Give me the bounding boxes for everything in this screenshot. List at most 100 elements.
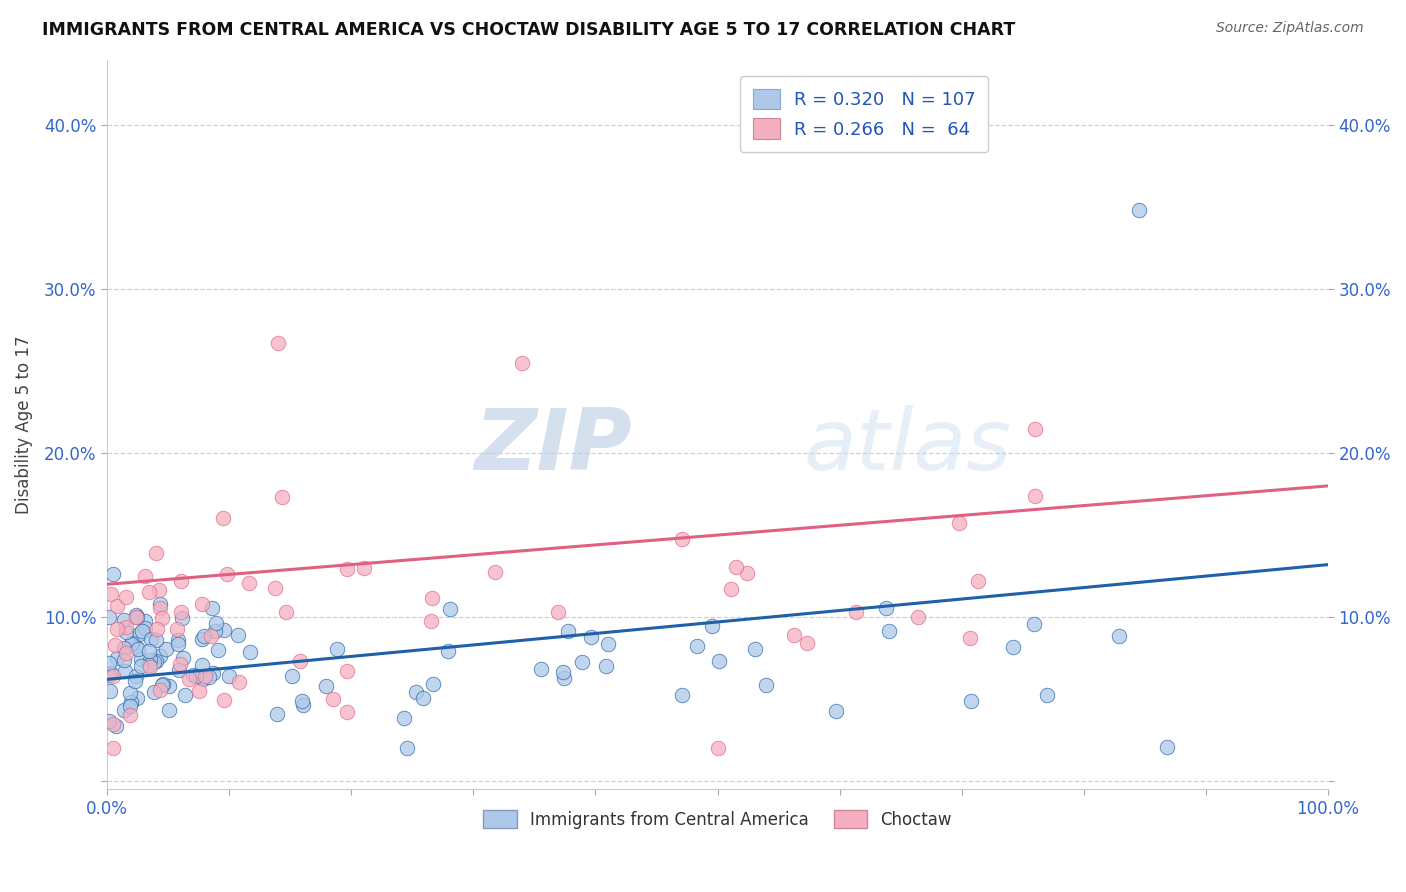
Point: [179, 672, 201, 686]
Point: [353, 560, 375, 574]
Point: [547, 605, 569, 619]
Point: [193, 629, 215, 643]
Point: [125, 610, 148, 624]
Point: [114, 664, 136, 678]
Point: [436, 643, 458, 657]
Point: [105, 599, 128, 613]
Point: [686, 639, 709, 653]
Point: [125, 607, 148, 622]
Point: [959, 631, 981, 645]
Point: [157, 679, 180, 693]
Point: [875, 601, 897, 615]
Point: [238, 576, 260, 591]
Point: [557, 624, 579, 638]
Point: [315, 679, 337, 693]
Point: [127, 642, 149, 657]
Point: [1022, 617, 1045, 632]
Point: [125, 669, 148, 683]
Point: [134, 621, 156, 635]
Point: [131, 624, 153, 638]
Point: [193, 669, 215, 683]
Point: [907, 610, 929, 624]
Point: [166, 633, 188, 648]
Point: [166, 622, 188, 636]
Point: [204, 624, 226, 639]
Point: [115, 624, 138, 639]
Point: [960, 694, 983, 708]
Point: [212, 511, 235, 525]
Point: [335, 705, 357, 719]
Point: [202, 665, 225, 680]
Point: [405, 685, 427, 699]
Point: [325, 641, 347, 656]
Point: [152, 676, 174, 690]
Point: [744, 642, 766, 657]
Point: [184, 669, 207, 683]
Point: [271, 490, 294, 504]
Point: [98, 610, 121, 624]
Point: [796, 636, 818, 650]
Point: [291, 694, 314, 708]
Text: IMMIGRANTS FROM CENTRAL AMERICA VS CHOCTAW DISABILITY AGE 5 TO 17 CORRELATION CH: IMMIGRANTS FROM CENTRAL AMERICA VS CHOCT…: [42, 21, 1015, 38]
Point: [1108, 629, 1130, 643]
Point: [112, 641, 135, 656]
Point: [139, 653, 162, 667]
Point: [553, 665, 575, 679]
Point: [439, 602, 461, 616]
Point: [1024, 489, 1046, 503]
Point: [1156, 740, 1178, 755]
Point: [148, 583, 170, 598]
Point: [702, 619, 724, 633]
Point: [420, 591, 443, 606]
Point: [825, 704, 848, 718]
Point: [755, 678, 778, 692]
Point: [138, 644, 160, 658]
Point: [395, 741, 418, 756]
Point: [510, 356, 533, 370]
Point: [1002, 640, 1025, 654]
Point: [124, 673, 146, 688]
Point: [191, 673, 214, 687]
Point: [671, 533, 693, 547]
Point: [115, 620, 138, 634]
Point: [172, 611, 194, 625]
Point: [266, 706, 288, 721]
Point: [112, 703, 135, 717]
Point: [671, 689, 693, 703]
Point: [596, 637, 619, 651]
Point: [292, 698, 315, 712]
Point: [101, 668, 124, 682]
Point: [967, 574, 990, 588]
Point: [149, 649, 172, 664]
Point: [290, 654, 312, 668]
Point: [125, 690, 148, 705]
Point: [129, 658, 152, 673]
Point: [146, 622, 169, 636]
Point: [120, 686, 142, 700]
Point: [530, 662, 553, 676]
Point: [595, 658, 617, 673]
Point: [115, 590, 138, 604]
Point: [169, 657, 191, 672]
Point: [191, 657, 214, 672]
Point: [783, 628, 806, 642]
Point: [120, 695, 142, 709]
Point: [101, 741, 124, 756]
Point: [263, 581, 285, 595]
Point: [112, 653, 135, 667]
Point: [139, 632, 162, 647]
Point: [205, 616, 228, 631]
Point: [174, 688, 197, 702]
Point: [191, 632, 214, 647]
Point: [422, 677, 444, 691]
Point: [207, 643, 229, 657]
Legend: Immigrants from Central America, Choctaw: Immigrants from Central America, Choctaw: [477, 804, 959, 836]
Point: [159, 703, 181, 717]
Point: [134, 569, 156, 583]
Point: [103, 566, 125, 581]
Point: [280, 668, 302, 682]
Point: [155, 641, 177, 656]
Point: [145, 546, 167, 560]
Point: [191, 597, 214, 611]
Point: [181, 668, 204, 682]
